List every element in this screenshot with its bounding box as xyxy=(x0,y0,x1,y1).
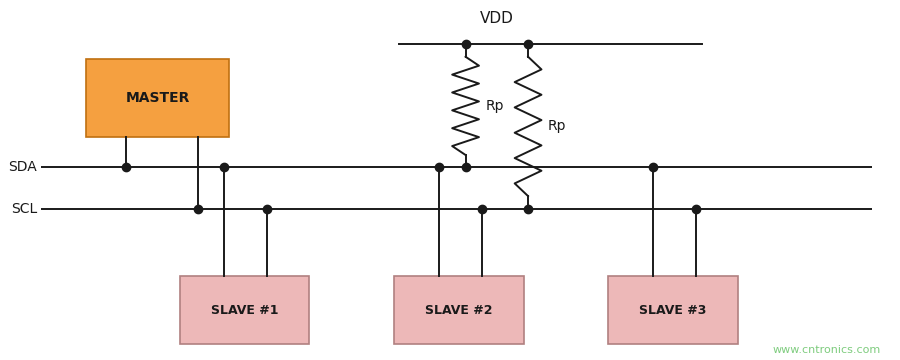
FancyBboxPatch shape xyxy=(86,59,229,137)
Text: VDD: VDD xyxy=(480,12,514,26)
Text: Rp: Rp xyxy=(548,120,566,134)
Text: Rp: Rp xyxy=(485,99,504,113)
Text: SLAVE #3: SLAVE #3 xyxy=(640,304,706,317)
Text: MASTER: MASTER xyxy=(125,91,190,105)
Text: SLAVE #2: SLAVE #2 xyxy=(425,304,492,317)
Text: SDA: SDA xyxy=(8,161,37,175)
FancyBboxPatch shape xyxy=(608,276,738,344)
Text: SLAVE #1: SLAVE #1 xyxy=(211,304,278,317)
Text: SCL: SCL xyxy=(11,202,37,216)
FancyBboxPatch shape xyxy=(180,276,310,344)
Text: www.cntronics.com: www.cntronics.com xyxy=(772,345,881,355)
FancyBboxPatch shape xyxy=(394,276,524,344)
